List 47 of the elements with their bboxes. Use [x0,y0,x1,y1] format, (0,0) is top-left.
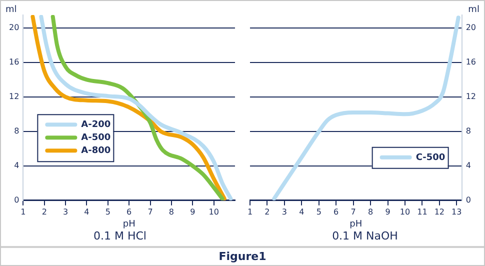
x-tick-label: 6 [334,207,339,216]
x-tick-label: 6 [126,207,132,216]
legend-label: A-500 [81,133,111,144]
text: 0.1 M NaOH [332,229,398,242]
legend-label: C-500 [416,152,446,163]
x-tick-label: 10 [400,207,410,216]
line-series [272,16,460,200]
y-tick-label: 4 [466,160,471,170]
x-tick-label: 2 [42,207,47,216]
x-tick-label: 5 [105,207,110,216]
x-tick-label: 9 [385,207,390,216]
x-tick-label: 2 [264,207,270,216]
x-tick-label: 3 [62,207,68,216]
y-axis-title: ml [468,4,480,15]
x-tick-label: 8 [368,207,374,216]
x-tick-label: 7 [350,207,356,216]
y-tick-label: 16 [8,58,20,67]
y-tick-label: 12 [8,92,20,101]
y-tick-label: 8 [14,126,20,136]
legend-label: A-800 [81,146,111,156]
x-tick-label: 13 [452,207,462,216]
legend-label: A-200 [81,120,111,130]
caption: Figure1 [1,246,484,263]
x-tick-label: 10 [208,207,219,216]
y-axis-title: ml [6,4,17,15]
y-tick-label: 20 [466,23,476,32]
x-axis-title: pH [350,220,362,230]
x-axis-title: pH [122,220,136,230]
y-tick-label: 20 [8,23,20,32]
x-tick-label: 8 [168,207,174,216]
x-tick-label: 7 [148,207,153,216]
x-tick-label: 1 [20,207,26,216]
x-tick-label: 3 [282,207,287,216]
y-tick-label: 4 [14,160,20,170]
x-tick-label: 4 [299,207,304,216]
x-tick-label: 12 [434,207,445,216]
text: 0.1 M HCl [94,229,146,242]
x-tick-label: 9 [190,207,196,216]
y-tick-label: 0 [466,195,471,204]
y-tick-label: 0 [14,195,20,204]
x-tick-label: 1 [247,207,253,216]
x-tick-label: 11 [417,207,428,216]
y-tick-label: 12 [466,92,476,101]
y-tick-label: 8 [466,126,471,136]
x-tick-label: 4 [84,207,90,216]
x-tick-label: 5 [316,207,322,216]
y-tick-label: 16 [466,58,476,67]
